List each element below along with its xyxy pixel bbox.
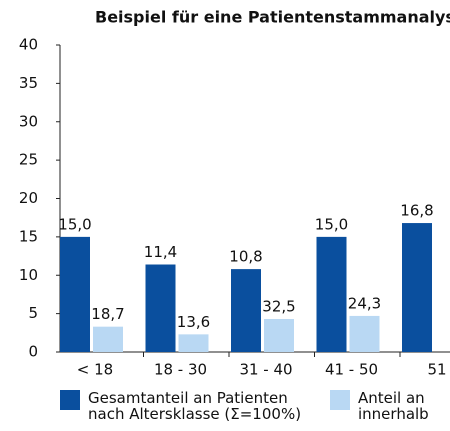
y-tick-label: 40 bbox=[19, 36, 38, 54]
y-tick-label: 25 bbox=[19, 151, 38, 169]
value-label: 32,5 bbox=[262, 297, 295, 315]
x-tick-label: 31 - 40 bbox=[239, 361, 292, 379]
bar bbox=[93, 326, 123, 352]
value-label: 15,0 bbox=[58, 215, 91, 233]
value-label: 13,6 bbox=[177, 313, 210, 331]
legend-label: Gesamtanteil an Patienten nach Altersklas… bbox=[88, 389, 301, 423]
legend-swatch bbox=[330, 390, 350, 410]
value-label: 15,0 bbox=[315, 215, 348, 233]
x-tick-label: < 18 bbox=[77, 361, 113, 379]
x-tick-label: 18 - 30 bbox=[154, 361, 207, 379]
y-tick-label: 5 bbox=[28, 304, 38, 322]
y-tick-label: 35 bbox=[19, 74, 38, 92]
y-tick-label: 0 bbox=[28, 343, 38, 361]
bar bbox=[264, 318, 294, 352]
bar bbox=[349, 315, 380, 352]
value-label: 18,7 bbox=[91, 305, 124, 323]
legend-label: Anteil an innerhalb bbox=[358, 389, 429, 423]
value-label: 10,8 bbox=[229, 248, 262, 266]
legend-line: innerhalb bbox=[358, 405, 429, 423]
y-tick-label: 15 bbox=[19, 227, 38, 245]
value-label: 16,8 bbox=[400, 202, 433, 220]
bar bbox=[316, 236, 347, 352]
y-tick-label: 20 bbox=[19, 189, 38, 207]
legend-swatch bbox=[60, 390, 80, 410]
legend-line: Gesamtanteil an Patienten bbox=[88, 389, 288, 407]
chart-title: Beispiel für eine Patientenstammanalyse bbox=[95, 8, 450, 27]
legend-line: Anteil an bbox=[358, 389, 425, 407]
bar bbox=[60, 236, 90, 352]
bar bbox=[178, 334, 209, 352]
bar bbox=[145, 264, 176, 352]
y-tick-label: 10 bbox=[19, 266, 38, 284]
x-tick-label: 41 - 50 bbox=[325, 361, 378, 379]
value-label: 11,4 bbox=[144, 243, 177, 261]
value-label: 24,3 bbox=[348, 294, 381, 312]
x-tick-label: 51 bbox=[427, 361, 446, 379]
legend-line: nach Altersklasse (Σ=100%) bbox=[88, 405, 301, 423]
bar bbox=[231, 269, 261, 352]
bar bbox=[402, 223, 432, 352]
y-tick-label: 30 bbox=[19, 112, 38, 130]
